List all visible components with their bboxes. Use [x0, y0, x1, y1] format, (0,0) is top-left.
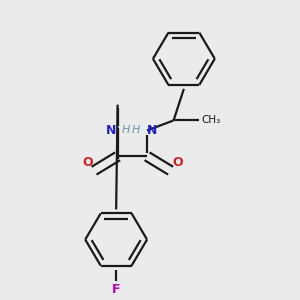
Text: N: N — [147, 124, 158, 137]
Text: CH₃: CH₃ — [201, 116, 220, 125]
Text: H: H — [122, 125, 130, 136]
Text: F: F — [112, 283, 120, 296]
Text: O: O — [172, 156, 183, 169]
Text: N: N — [106, 124, 116, 137]
Text: O: O — [82, 156, 93, 169]
Text: H: H — [131, 125, 140, 136]
